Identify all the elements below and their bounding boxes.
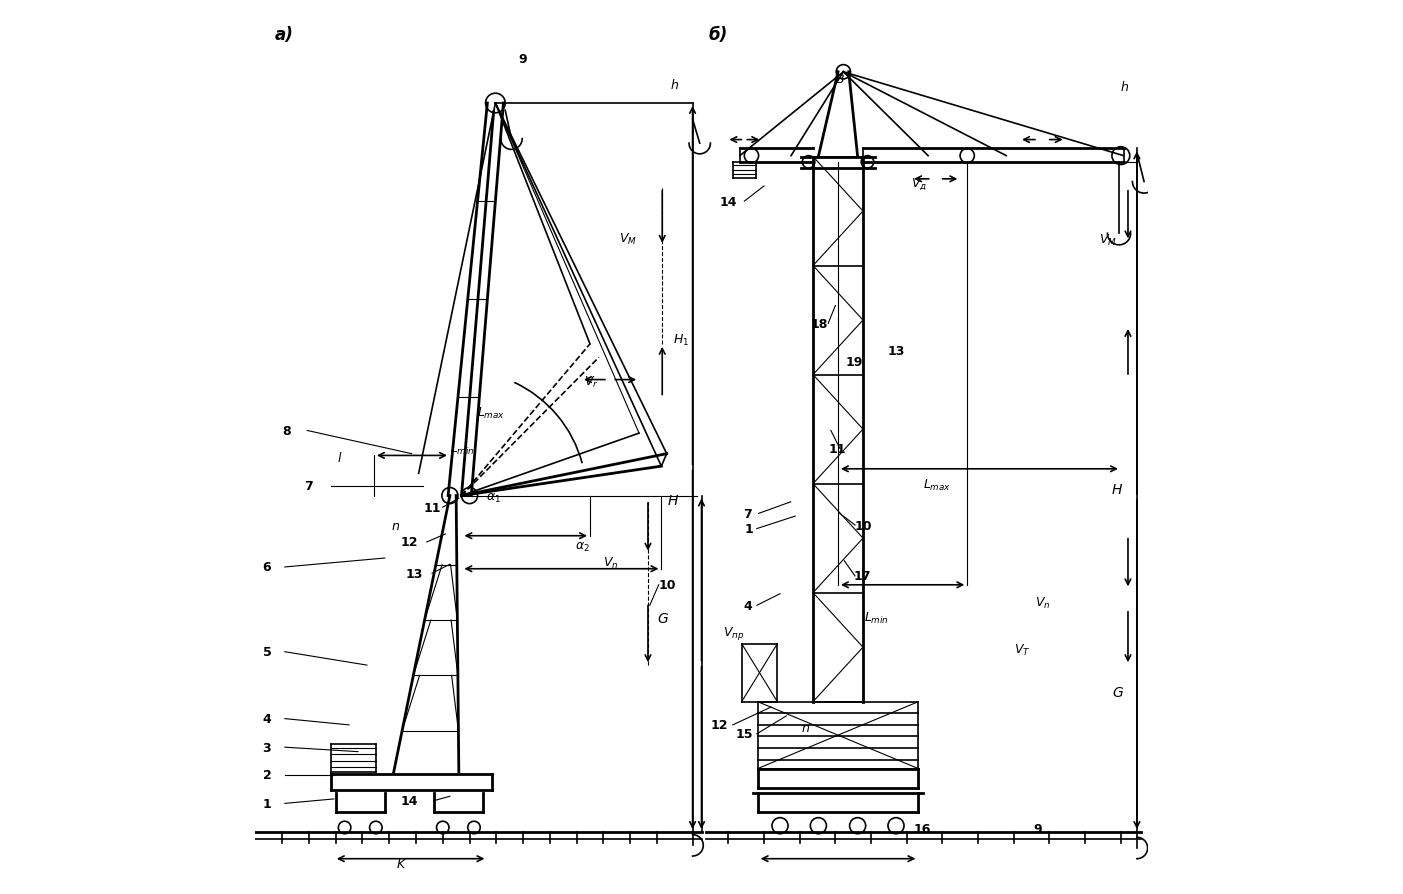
Text: 11: 11 bbox=[828, 443, 846, 455]
Text: 13: 13 bbox=[405, 567, 422, 580]
Text: 10: 10 bbox=[854, 519, 873, 532]
Text: 12: 12 bbox=[710, 719, 728, 731]
Text: 7: 7 bbox=[304, 480, 313, 493]
Text: B: B bbox=[835, 73, 845, 87]
Text: H: H bbox=[668, 493, 678, 508]
Text: n: n bbox=[801, 721, 810, 734]
Text: h: h bbox=[671, 79, 678, 92]
Text: а): а) bbox=[275, 26, 293, 44]
Text: $L_{max}$: $L_{max}$ bbox=[477, 406, 505, 421]
Text: 17: 17 bbox=[853, 569, 871, 583]
Text: 6: 6 bbox=[262, 561, 271, 574]
Text: n: n bbox=[391, 519, 400, 532]
Text: 15: 15 bbox=[735, 728, 753, 740]
Text: $V_д$: $V_д$ bbox=[911, 176, 927, 192]
Text: $\alpha_1$: $\alpha_1$ bbox=[485, 492, 501, 504]
Text: 18: 18 bbox=[811, 317, 828, 331]
Text: $V_n$: $V_n$ bbox=[1035, 595, 1051, 611]
Text: 14: 14 bbox=[720, 196, 737, 208]
Text: 3: 3 bbox=[262, 741, 271, 754]
Text: 14: 14 bbox=[401, 795, 418, 807]
Text: 2: 2 bbox=[262, 769, 271, 781]
Text: $V_{пр}$: $V_{пр}$ bbox=[723, 624, 745, 641]
Text: $L_{max}$: $L_{max}$ bbox=[923, 477, 951, 492]
Text: 1: 1 bbox=[262, 797, 271, 810]
Text: 8: 8 bbox=[282, 425, 290, 437]
Text: 12: 12 bbox=[401, 536, 418, 549]
Text: $V_r$: $V_r$ bbox=[584, 375, 598, 390]
Text: $V_T$: $V_T$ bbox=[1014, 643, 1030, 658]
Text: l: l bbox=[338, 451, 341, 464]
Text: 9: 9 bbox=[1034, 822, 1042, 835]
Text: H: H bbox=[1113, 483, 1122, 497]
Text: $\alpha_2$: $\alpha_2$ bbox=[575, 540, 589, 553]
Text: $H_1$: $H_1$ bbox=[673, 333, 689, 348]
Text: 4: 4 bbox=[744, 599, 752, 612]
Text: G: G bbox=[657, 611, 668, 625]
Text: $V_M$: $V_M$ bbox=[619, 232, 637, 247]
Text: 10: 10 bbox=[658, 578, 676, 592]
Text: $V_n$: $V_n$ bbox=[603, 555, 619, 570]
Text: 1: 1 bbox=[745, 522, 753, 536]
Text: 7: 7 bbox=[744, 508, 752, 520]
Text: 11: 11 bbox=[424, 502, 441, 514]
Text: б): б) bbox=[709, 26, 728, 44]
Text: h: h bbox=[1121, 80, 1129, 94]
Text: $L_{min}$: $L_{min}$ bbox=[864, 611, 888, 626]
Text: $L_{min}$: $L_{min}$ bbox=[450, 442, 474, 456]
Text: K: K bbox=[397, 856, 404, 870]
Text: 13: 13 bbox=[887, 344, 905, 358]
Text: 19: 19 bbox=[846, 356, 863, 369]
Text: G: G bbox=[1113, 685, 1122, 699]
Text: 5: 5 bbox=[262, 645, 271, 659]
Text: 9: 9 bbox=[519, 53, 528, 66]
Text: 4: 4 bbox=[262, 713, 271, 725]
Text: 16: 16 bbox=[913, 822, 932, 835]
Text: $V_M$: $V_M$ bbox=[1100, 232, 1117, 248]
